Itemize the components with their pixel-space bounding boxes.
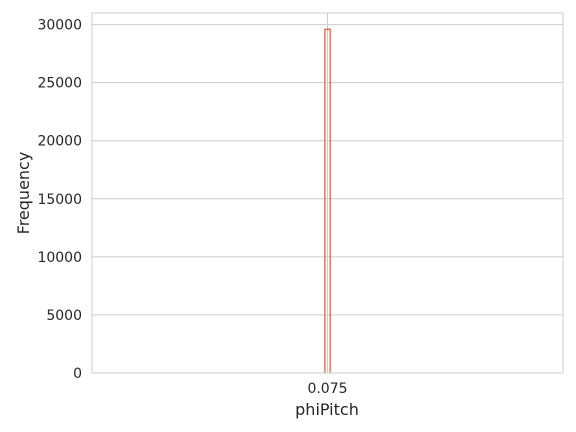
- histogram-bar: [324, 28, 331, 373]
- x-tick-label: 0.075: [307, 381, 347, 397]
- x-tick-labels: 0.075: [307, 381, 347, 397]
- y-axis-label: Frequency: [14, 152, 33, 235]
- plot-frame: [91, 12, 564, 374]
- y-tick-label: 20000: [37, 134, 82, 150]
- histogram-bars: [324, 28, 331, 373]
- y-tick-label: 10000: [37, 250, 82, 266]
- y-tick-labels: 0 5000 10000 15000 20000 25000 30000: [37, 18, 82, 382]
- y-tick-label: 15000: [37, 192, 82, 208]
- y-tick-label: 5000: [46, 308, 82, 324]
- y-tick-label: 25000: [37, 76, 82, 92]
- x-axis-label: phiPitch: [295, 400, 359, 419]
- y-tick-label: 30000: [37, 18, 82, 34]
- y-tick-label: 0: [73, 366, 82, 382]
